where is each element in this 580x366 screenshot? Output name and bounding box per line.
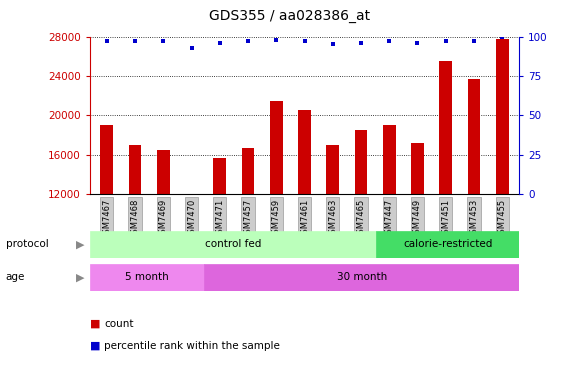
Bar bbox=[204, 264, 519, 291]
Point bbox=[498, 34, 507, 40]
Bar bbox=[213, 158, 226, 312]
Text: ▶: ▶ bbox=[75, 239, 84, 249]
Bar bbox=[100, 125, 113, 312]
Bar bbox=[90, 231, 376, 258]
Text: ■: ■ bbox=[90, 341, 100, 351]
Bar bbox=[354, 130, 367, 312]
Bar bbox=[439, 61, 452, 312]
Point bbox=[271, 37, 281, 43]
Bar bbox=[298, 111, 311, 312]
Point bbox=[385, 38, 394, 44]
Text: 30 month: 30 month bbox=[336, 272, 387, 282]
Text: control fed: control fed bbox=[205, 239, 261, 249]
Point bbox=[356, 40, 365, 46]
Bar bbox=[185, 194, 198, 312]
Bar bbox=[129, 145, 142, 312]
Text: protocol: protocol bbox=[6, 239, 49, 249]
Bar bbox=[242, 148, 255, 312]
Text: count: count bbox=[104, 319, 134, 329]
Bar bbox=[411, 143, 424, 312]
Bar bbox=[270, 101, 282, 312]
Bar bbox=[90, 264, 204, 291]
Bar bbox=[467, 79, 480, 312]
Point bbox=[469, 38, 478, 44]
Point bbox=[441, 38, 450, 44]
Point bbox=[102, 38, 111, 44]
Point bbox=[300, 38, 309, 44]
Point bbox=[328, 41, 338, 47]
Point bbox=[215, 40, 224, 46]
Bar bbox=[496, 38, 509, 312]
Point bbox=[187, 45, 196, 51]
Text: GDS355 / aa028386_at: GDS355 / aa028386_at bbox=[209, 9, 371, 23]
Text: age: age bbox=[6, 272, 25, 282]
Bar bbox=[157, 150, 170, 312]
Point bbox=[130, 38, 140, 44]
Bar bbox=[327, 145, 339, 312]
Bar bbox=[383, 125, 396, 312]
Text: calorie-restricted: calorie-restricted bbox=[403, 239, 492, 249]
Text: ■: ■ bbox=[90, 319, 100, 329]
Text: ▶: ▶ bbox=[75, 272, 84, 282]
Point bbox=[159, 38, 168, 44]
Bar bbox=[376, 231, 519, 258]
Point bbox=[244, 38, 253, 44]
Text: 5 month: 5 month bbox=[125, 272, 169, 282]
Text: percentile rank within the sample: percentile rank within the sample bbox=[104, 341, 280, 351]
Point bbox=[413, 40, 422, 46]
